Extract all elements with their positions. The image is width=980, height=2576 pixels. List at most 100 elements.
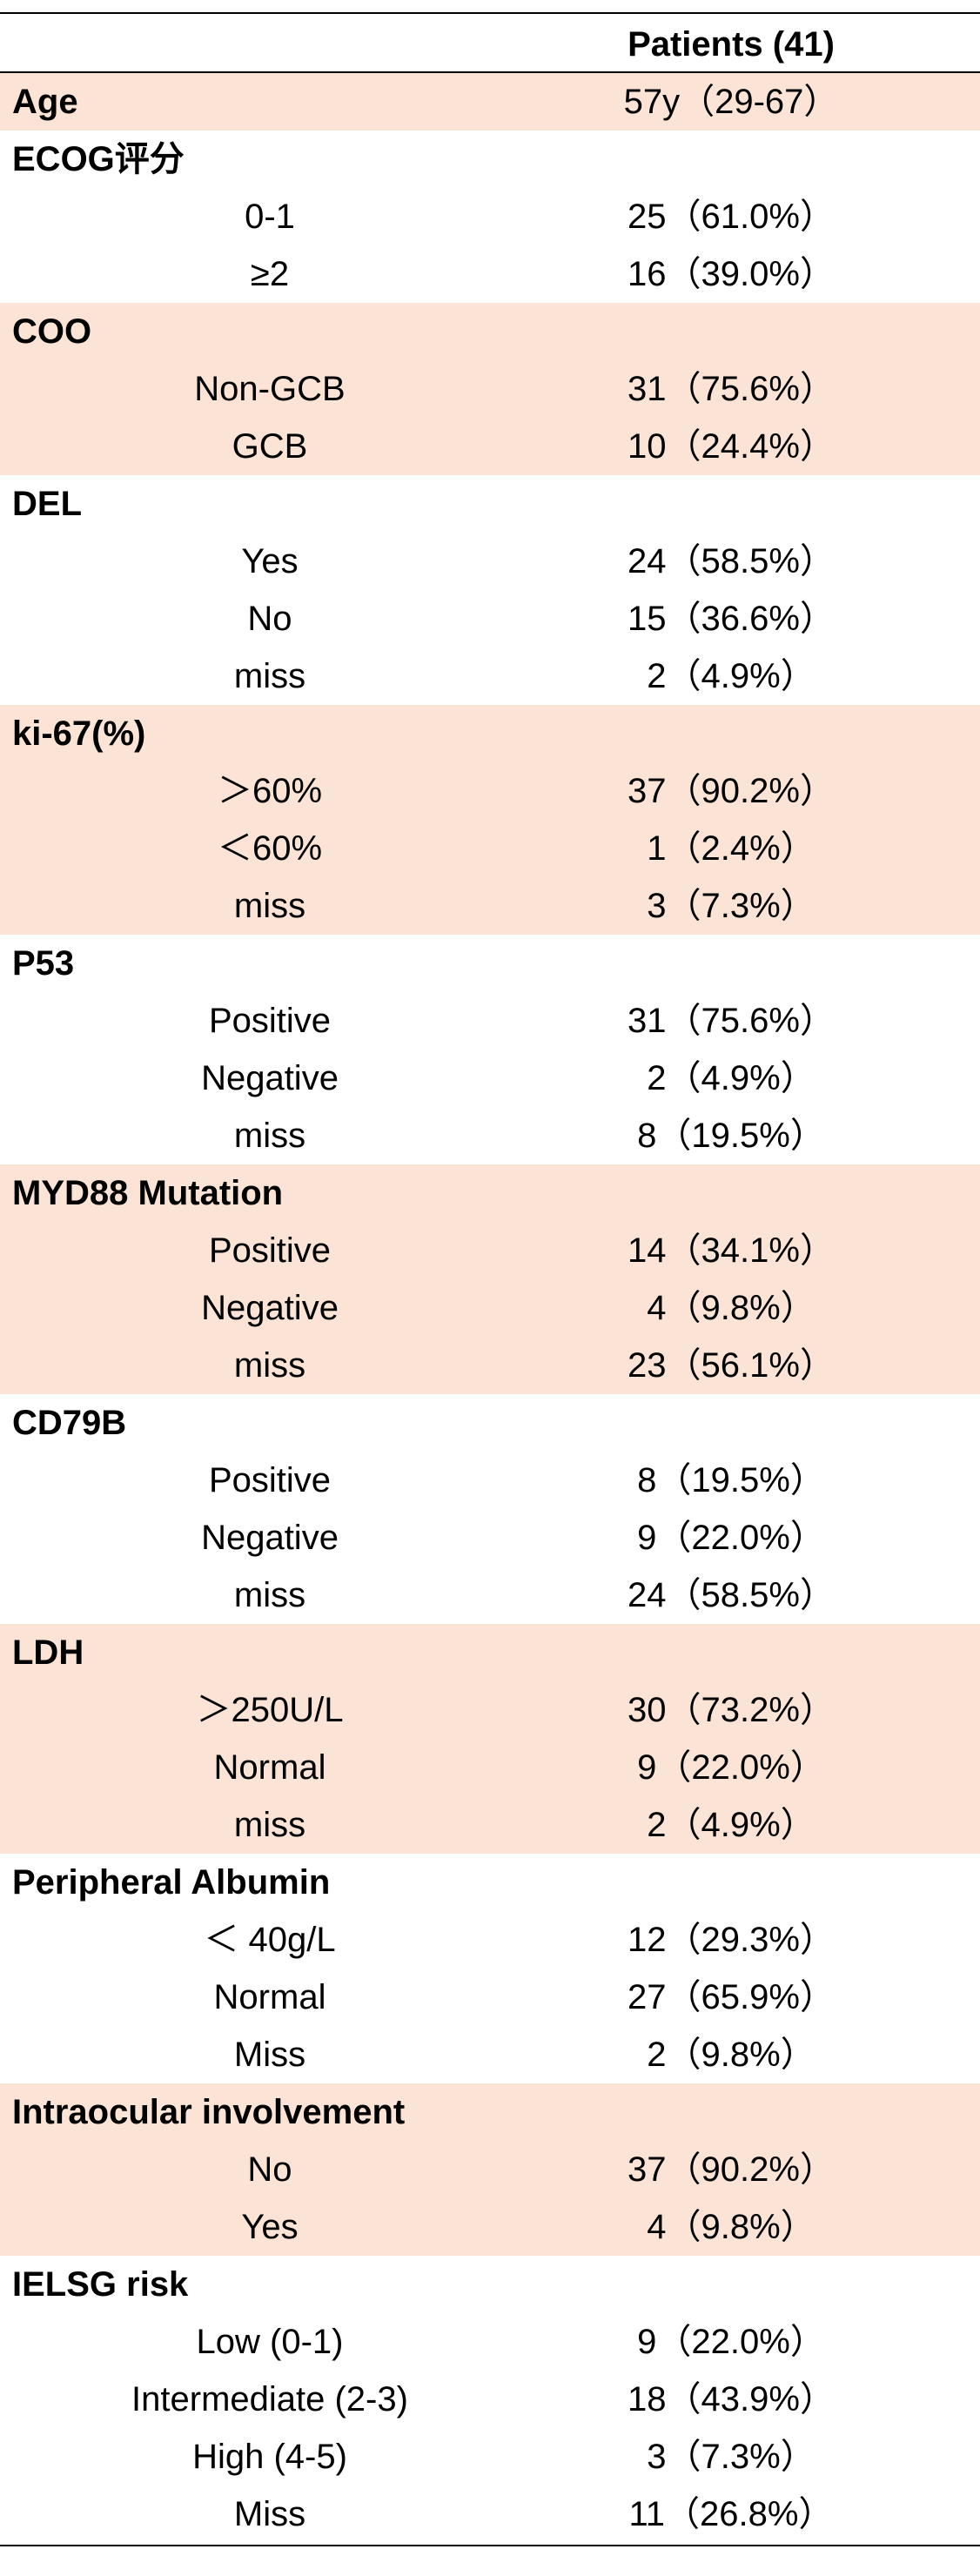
row-value: [557, 131, 905, 188]
row-value: 2（9.8%）: [647, 2036, 816, 2074]
table-row: miss 3（7.3%）: [0, 877, 980, 935]
row-label: Normal: [213, 1748, 326, 1787]
row-label: Positive: [208, 1461, 332, 1499]
category-label: Intraocular involvement: [12, 2093, 406, 2131]
row-label: Miss: [233, 2036, 306, 2074]
row-value: 3（7.3%）: [647, 887, 816, 925]
row-label: Positive: [208, 1002, 332, 1040]
row-value: 31（75.6%）: [628, 1002, 835, 1040]
table-row: ＜ 40g/L 12（29.3%）: [0, 1911, 980, 1969]
row-label: No: [247, 600, 292, 638]
row-label: Low (0-1): [196, 2323, 344, 2361]
row-value: 14（34.1%）: [628, 1231, 835, 1270]
table-row: Non-GCB 31（75.6%）: [0, 360, 980, 418]
row-label: Positive: [208, 1231, 332, 1270]
table-row: Low (0-1) 9（22.0%）: [0, 2313, 980, 2371]
row-value: 15（36.6%）: [628, 600, 835, 638]
table-bottom-rule: [0, 2545, 980, 2546]
category-row: MYD88 Mutation: [0, 1164, 980, 1222]
category-label: Age: [12, 83, 78, 121]
table-row: ＜60% 1（2.4%）: [0, 820, 980, 877]
category-label: ECOG评分: [12, 140, 185, 178]
category-row: ki-67(%): [0, 705, 980, 762]
row-label: miss: [233, 887, 306, 925]
header-patients: Patients (41): [628, 25, 835, 64]
table-row: High (4-5) 3（7.3%）: [0, 2428, 980, 2485]
row-value: 24（58.5%）: [628, 1576, 835, 1614]
category-label: DEL: [12, 485, 82, 523]
table-row: Negative 2（4.9%）: [0, 1050, 980, 1107]
category-row: IELSG risk: [0, 2256, 980, 2313]
row-value: [557, 2256, 905, 2313]
row-label: High (4-5): [192, 2438, 347, 2476]
category-row: LDH: [0, 1624, 980, 1681]
row-value: 25（61.0%）: [628, 198, 835, 236]
category-label: P53: [12, 944, 75, 983]
row-label: miss: [233, 1346, 306, 1385]
row-label: Negative: [201, 1519, 339, 1557]
row-value: 16（39.0%）: [628, 255, 835, 293]
row-value: [557, 303, 905, 360]
row-value: [557, 1854, 905, 1911]
row-value: 11（26.8%）: [628, 2495, 834, 2533]
row-value: 27（65.9%）: [628, 1978, 835, 2016]
category-label: MYD88 Mutation: [12, 1174, 284, 1212]
row-value: 2（4.9%）: [647, 657, 816, 695]
table-row: miss 2（4.9%）: [0, 647, 980, 705]
category-label: ki-67(%): [12, 714, 146, 753]
row-label: miss: [233, 657, 306, 695]
row-label: miss: [233, 1576, 306, 1614]
row-value: [557, 1624, 905, 1681]
table-row: miss 24（58.5%）: [0, 1566, 980, 1624]
row-label: miss: [233, 1806, 306, 1844]
row-value: 2（4.9%）: [647, 1806, 816, 1844]
row-value: 37（90.2%）: [628, 2150, 835, 2189]
row-value: 30（73.2%）: [628, 1691, 835, 1729]
row-value: 10（24.4%）: [628, 427, 835, 466]
row-label: Miss: [233, 2495, 306, 2533]
category-label: IELSG risk: [12, 2265, 189, 2304]
row-value: 3（7.3%）: [647, 2438, 816, 2476]
row-label: No: [247, 2150, 292, 2189]
row-value: 8（19.5%）: [637, 1461, 825, 1499]
table-row: Miss 11（26.8%）: [0, 2485, 980, 2543]
row-label: ＜ 40g/L: [204, 1921, 336, 1959]
row-value: [557, 1164, 905, 1222]
row-value: [557, 475, 905, 533]
row-value: 57y（29-67）: [623, 83, 839, 121]
table-row: ≥2 16（39.0%）: [0, 245, 980, 303]
category-row: P53: [0, 935, 980, 992]
table-row: Positive 8（19.5%）: [0, 1452, 980, 1509]
category-label: CD79B: [12, 1404, 127, 1442]
category-label: LDH: [12, 1633, 84, 1672]
category-label: Peripheral Albumin: [12, 1863, 331, 1902]
patient-characteristics-table: Patients (41) Age 57y（29-67） ECOG评分 0-1 25（6…: [0, 16, 980, 2543]
row-value: 8（19.5%）: [637, 1117, 825, 1155]
table-row: Yes 24（58.5%）: [0, 533, 980, 590]
row-value: 9（22.0%）: [637, 1748, 825, 1787]
row-value: 31（75.6%）: [628, 370, 835, 408]
row-label: Negative: [201, 1059, 339, 1097]
table-body: Age 57y（29-67） ECOG评分 0-1 25（61.0%） ≥2 16（39.0…: [0, 73, 980, 2543]
category-row: CD79B: [0, 1394, 980, 1452]
table-row: 0-1 25（61.0%）: [0, 188, 980, 245]
row-value: 9（22.0%）: [637, 1519, 825, 1557]
table-header-row: Patients (41): [0, 16, 980, 73]
table-row: No 37（90.2%）: [0, 2141, 980, 2198]
row-label: 0-1: [245, 198, 295, 236]
table-row: Positive 14（34.1%）: [0, 1222, 980, 1279]
table-top-rule: [0, 12, 980, 14]
category-row: COO: [0, 303, 980, 360]
table-row: miss 8（19.5%）: [0, 1107, 980, 1164]
row-label: Negative: [201, 1289, 339, 1327]
table-row: ＞60% 37（90.2%）: [0, 762, 980, 820]
table-row: Normal 27（65.9%）: [0, 1969, 980, 2026]
row-label: GCB: [232, 427, 308, 466]
row-label: Non-GCB: [194, 370, 346, 408]
category-row: Age 57y（29-67）: [0, 73, 980, 131]
row-value: 12（29.3%）: [628, 1921, 835, 1959]
table-row: Negative 9（22.0%）: [0, 1509, 980, 1566]
row-value: 18（43.9%）: [628, 2380, 835, 2418]
table-row: miss 2（4.9%）: [0, 1796, 980, 1854]
table-row: Intermediate (2-3) 18（43.9%）: [0, 2371, 980, 2428]
